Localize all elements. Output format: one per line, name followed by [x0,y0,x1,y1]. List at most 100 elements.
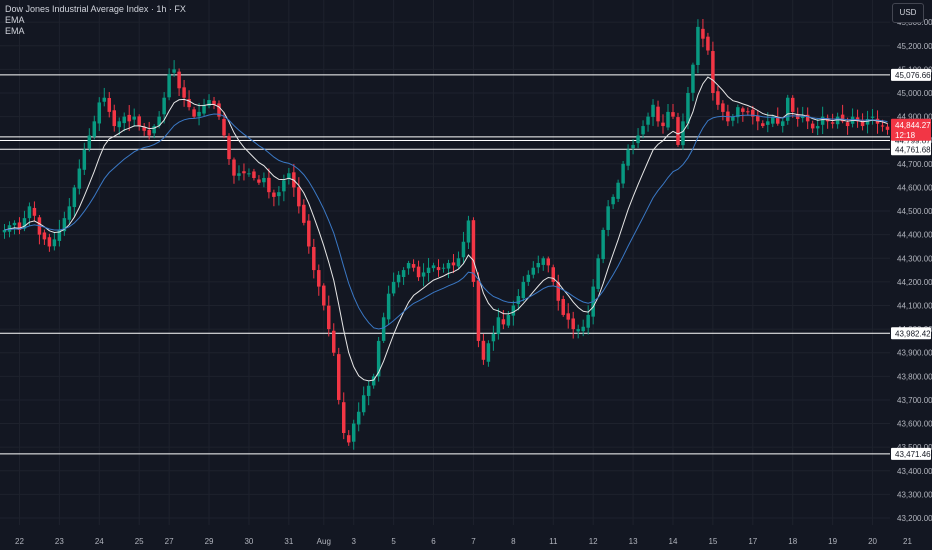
candle-body [22,218,27,229]
candle-body [67,206,72,220]
candle-body [416,266,421,278]
level-price-label: 43,471.46 [895,450,931,459]
time-tick-label: 29 [205,537,214,546]
time-tick-label: 17 [748,537,757,546]
ema-indicator-label[interactable]: EMA [5,26,25,36]
time-axis[interactable]: 22 23 24 25 27 29 30 31 Aug 3 5 6 7 8 11 12 13 14 15 17 18 19… [0,525,912,550]
candle-body [52,239,57,247]
candle-body [72,187,77,208]
time-tick-label: 6 [431,537,436,546]
candle-body [711,51,715,93]
candle-body [396,274,401,283]
candle-body [870,116,875,118]
price-tick-label: 43,800.00 [897,372,932,381]
candle-body [501,319,506,325]
candle-body [267,177,271,193]
candle-body [212,100,216,105]
candle-body [456,258,461,267]
candle-body [307,220,311,247]
time-tick-label: 30 [244,537,253,546]
candle-body [17,222,22,230]
candle-body [227,135,231,160]
candle-body [182,87,186,98]
candle-body [381,317,386,341]
candle-body [546,258,551,266]
candle-body [586,314,590,328]
candle-body [302,204,306,223]
grid [0,0,908,525]
time-tick-label: 13 [629,537,638,546]
candle-body [511,305,516,316]
time-tick-label: 27 [165,537,174,546]
candle-body [27,206,32,219]
price-axis[interactable]: 43,200.00 43,300.00 43,400.00 43,500.00 43,6… [890,0,932,550]
candle-body [666,111,670,128]
candle-body [701,28,705,39]
level-price-badge[interactable] [891,447,931,460]
candle-body [332,330,336,353]
candle-body [556,282,560,301]
level-price-label: 45,076.66 [895,71,931,80]
time-tick-label: 5 [391,537,396,546]
candle-body [371,376,376,386]
candle-body [167,74,171,98]
candle-body [207,100,211,106]
level-price-label: 44,761.68 [895,145,931,154]
candle-body [566,313,570,320]
symbol-title[interactable]: Dow Jones Industrial Average Index · 1h … [5,4,186,14]
price-tick-label: 44,300.00 [897,254,932,263]
time-tick-label: 15 [708,537,717,546]
candle-body [835,116,840,125]
candle-body [561,299,565,315]
candle-body [42,232,47,240]
candle-body [431,265,436,269]
price-tick-label: 45,200.00 [897,42,932,51]
candle-body [336,354,341,400]
candle-body [57,229,62,241]
candle-body [247,173,251,175]
price-tick-label: 43,700.00 [897,396,932,405]
candle-body [386,293,391,320]
candle-body [451,262,456,266]
candle-body [606,206,610,230]
level-price-badge[interactable] [891,327,931,340]
horizontal-levels[interactable] [0,74,890,455]
candle-body [476,280,481,341]
candle-body [192,109,196,117]
candle-body [516,296,521,305]
level-price-badge[interactable] [891,68,931,81]
candle-body [122,116,126,124]
candle-body [536,263,541,268]
ema-indicator-label[interactable]: EMA [5,15,25,25]
candle-body [242,171,246,174]
candle-body [102,97,107,102]
ema-fast-line [4,76,888,382]
candle-body [880,125,885,127]
candle-body [691,64,695,93]
candle-body [706,36,710,51]
candle-body [356,411,361,425]
candle-body [481,340,486,360]
candle-body [506,314,511,326]
price-tick-label: 43,200.00 [897,514,932,523]
level-price-badge[interactable] [891,143,931,156]
candle-body [406,263,411,269]
price-tick-label: 44,700.00 [897,160,932,169]
current-price-label: 44,844.27 [895,121,931,130]
candle-body [761,123,765,127]
candle-body [716,91,720,105]
current-price-badge[interactable] [891,118,931,141]
candle-body [2,229,7,233]
candle-body [721,103,725,112]
candle-body [766,121,770,125]
ema-slow-line [4,113,888,330]
candle-body [571,318,575,330]
candle-body [162,97,166,115]
candle-body [82,149,87,170]
candle-body [441,267,446,269]
candle-body [217,103,221,117]
currency-button[interactable]: USD [892,3,924,23]
candle-body [187,98,191,108]
candle-body [686,93,690,124]
